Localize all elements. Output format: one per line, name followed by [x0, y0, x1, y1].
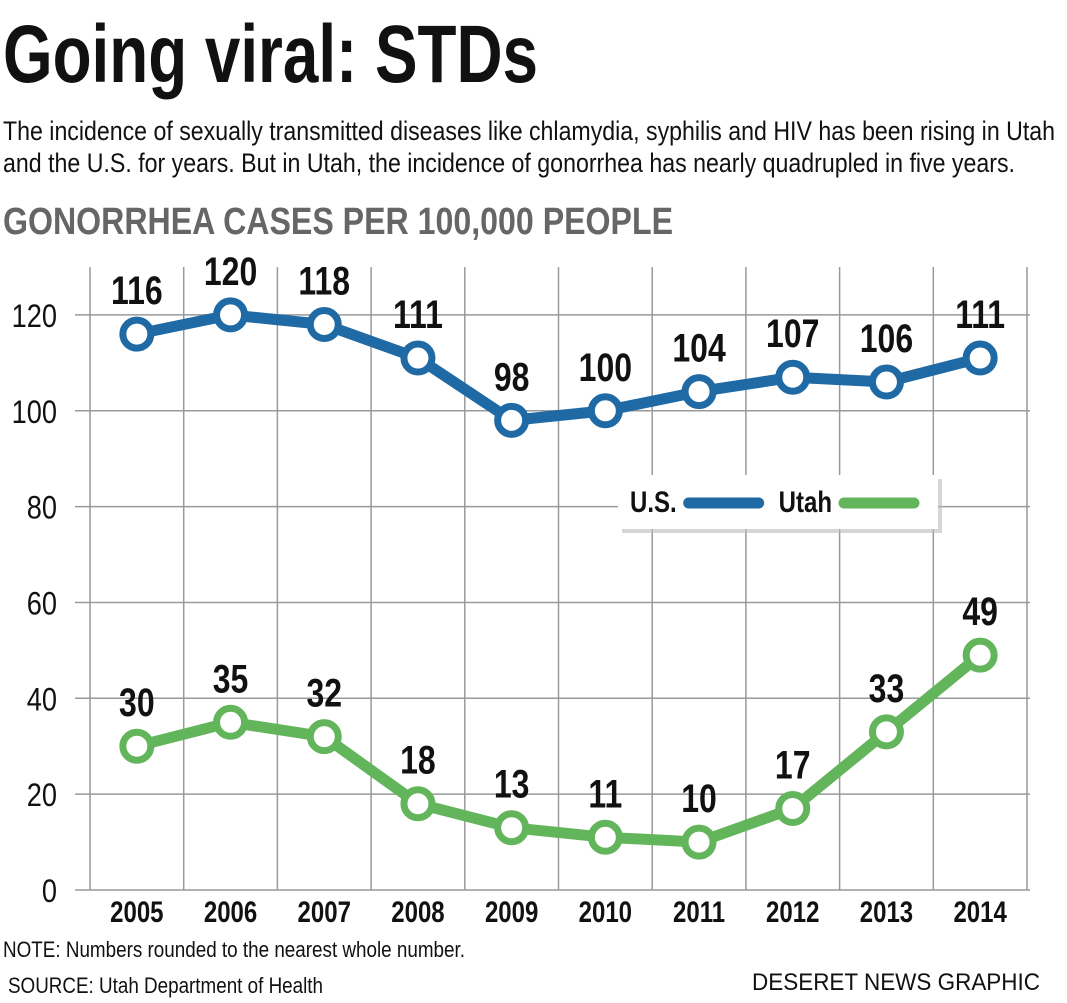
y-tick-label: 0: [42, 874, 57, 910]
chart-title: Going viral: STDs: [3, 9, 538, 100]
data-label: 10: [681, 776, 717, 821]
data-label: 13: [494, 761, 530, 806]
data-label: 33: [869, 665, 905, 710]
point-marker: [868, 714, 904, 750]
point-marker: [775, 359, 811, 395]
x-tick-label: 2014: [953, 894, 1006, 928]
point-marker: [306, 719, 342, 755]
point-marker: [400, 786, 436, 822]
point-marker: [681, 824, 717, 860]
x-tick-label: 2006: [204, 894, 257, 928]
data-label: 111: [393, 292, 443, 337]
series-line: [135, 650, 984, 848]
x-tick-label: 2013: [860, 894, 913, 928]
subtitle: The incidence of sexually transmitted di…: [3, 116, 1055, 146]
subtitle: and the U.S. for years. But in Utah, the…: [3, 148, 1015, 178]
y-tick-label: 120: [12, 299, 57, 335]
x-tick-label: 2010: [579, 894, 632, 928]
data-label: 120: [204, 248, 257, 293]
y-tick-label: 80: [27, 491, 57, 527]
legend-label: U.S.: [630, 484, 677, 518]
point-marker: [587, 393, 623, 429]
data-label: 11: [588, 771, 622, 816]
data-label: 104: [672, 325, 725, 370]
x-tick-label: 2007: [298, 894, 351, 928]
x-tick-label: 2008: [391, 894, 444, 928]
point-marker: [962, 340, 998, 376]
x-tick-label: 2012: [766, 894, 819, 928]
y-tick-label: 40: [27, 682, 57, 718]
point-marker: [868, 364, 904, 400]
data-label: 32: [306, 670, 342, 715]
point-marker: [213, 704, 249, 740]
source: SOURCE: Utah Department of Health: [8, 973, 323, 998]
point-marker: [587, 819, 623, 855]
y-tick-label: 60: [27, 586, 57, 622]
data-label: 49: [962, 589, 998, 634]
point-marker: [962, 637, 998, 673]
x-tick-label: 2011: [673, 894, 725, 928]
data-label: 98: [494, 354, 530, 399]
data-label: 111: [955, 292, 1005, 337]
point-marker: [681, 374, 717, 410]
data-label: 107: [766, 311, 819, 356]
data-label: 100: [579, 344, 632, 389]
point-marker: [119, 728, 155, 764]
point-marker: [494, 402, 530, 438]
note: NOTE: Numbers rounded to the nearest who…: [3, 937, 465, 962]
point-marker: [775, 791, 811, 827]
data-label: 18: [400, 737, 436, 782]
series-line: [135, 309, 982, 426]
data-label: 106: [860, 316, 913, 361]
data-label: 30: [119, 680, 155, 725]
credit: DESERET NEWS GRAPHIC: [752, 969, 1040, 996]
data-label: 118: [298, 258, 350, 303]
x-tick-label: 2009: [485, 894, 538, 928]
data-label: 35: [213, 656, 249, 701]
data-label: 17: [775, 742, 811, 787]
y-tick-label: 100: [12, 395, 57, 431]
data-label: 116: [111, 268, 163, 313]
point-marker: [119, 316, 155, 352]
x-tick-label: 2005: [110, 894, 163, 928]
legend: U.S. Utah: [618, 475, 942, 533]
y-tick-label: 20: [27, 778, 57, 814]
point-marker: [213, 297, 249, 333]
legend-label: Utah: [779, 484, 832, 518]
point-marker: [400, 340, 436, 376]
chart-heading: GONORRHEA CASES PER 100,000 PEOPLE: [3, 201, 673, 243]
point-marker: [494, 810, 530, 846]
point-marker: [306, 307, 342, 343]
